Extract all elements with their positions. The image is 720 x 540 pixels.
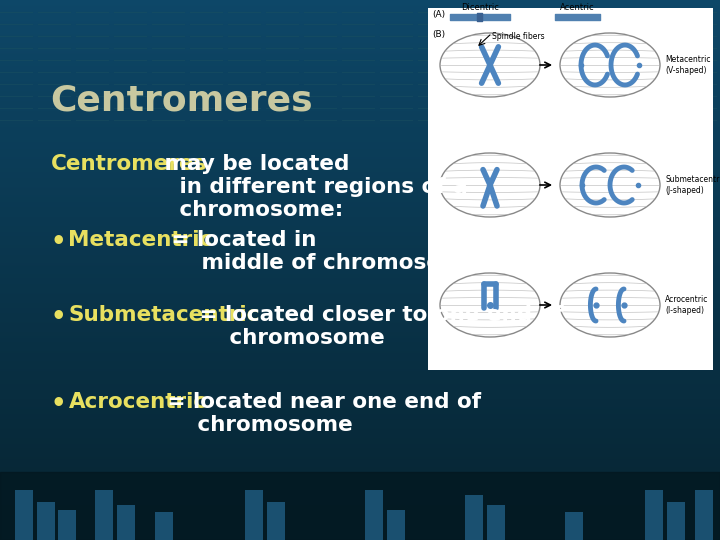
Ellipse shape [560, 33, 660, 97]
Bar [365, 490, 383, 540]
Bar [428, 8, 713, 370]
Text: Metacentric: Metacentric [68, 230, 212, 249]
Text: •: • [50, 392, 66, 415]
Bar [37, 502, 55, 540]
Text: Centromeres: Centromeres [50, 84, 313, 118]
Text: (B): (B) [432, 30, 445, 39]
Bar [245, 490, 263, 540]
Text: Acrocentric: Acrocentric [68, 392, 207, 411]
Text: Spindle fibers: Spindle fibers [492, 32, 544, 41]
Text: may be located
   in different regions of a
   chromosome:: may be located in different regions of a… [158, 154, 468, 220]
Bar [487, 505, 505, 540]
Bar [565, 512, 583, 540]
Text: (A): (A) [432, 10, 445, 19]
Ellipse shape [440, 153, 540, 217]
Text: Metacentric
(V-shaped): Metacentric (V-shaped) [665, 55, 711, 75]
Bar [387, 510, 405, 540]
Text: = located in
     middle of chromosome: = located in middle of chromosome [164, 230, 479, 273]
Ellipse shape [560, 273, 660, 337]
Bar [117, 505, 135, 540]
Bar [695, 490, 713, 540]
Text: •: • [50, 230, 66, 253]
Ellipse shape [440, 33, 540, 97]
Text: Acentric: Acentric [559, 3, 594, 12]
Text: •: • [50, 305, 66, 329]
Text: = located closer to one end of
     chromosome: = located closer to one end of chromosom… [192, 305, 564, 348]
Ellipse shape [440, 273, 540, 337]
Text: Centromeres: Centromeres [50, 154, 207, 174]
Bar [465, 495, 483, 540]
Bar [95, 490, 113, 540]
Text: Submetacentric
(J-shaped): Submetacentric (J-shaped) [665, 176, 720, 195]
Ellipse shape [560, 153, 660, 217]
Bar [15, 490, 33, 540]
Bar [267, 502, 285, 540]
Bar [58, 510, 76, 540]
Text: Acrocentric
(I-shaped): Acrocentric (I-shaped) [665, 295, 708, 315]
Text: Dicentric: Dicentric [461, 3, 499, 12]
Bar [155, 512, 173, 540]
Bar [667, 502, 685, 540]
Bar [645, 490, 663, 540]
Text: = located near one end of
     chromosome: = located near one end of chromosome [161, 392, 482, 435]
Text: Submetacentric: Submetacentric [68, 305, 260, 325]
